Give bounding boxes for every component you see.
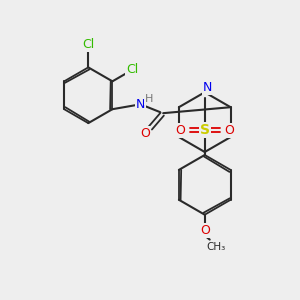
Text: N: N	[203, 81, 212, 94]
Text: CH₃: CH₃	[206, 242, 225, 252]
Text: O: O	[140, 127, 150, 140]
Text: N: N	[136, 98, 145, 111]
Text: O: O	[175, 124, 185, 136]
Text: Cl: Cl	[82, 38, 94, 51]
Text: H: H	[145, 94, 153, 104]
Text: Cl: Cl	[126, 63, 138, 76]
Text: S: S	[200, 123, 210, 137]
Text: O: O	[200, 224, 210, 237]
Text: O: O	[225, 124, 235, 136]
